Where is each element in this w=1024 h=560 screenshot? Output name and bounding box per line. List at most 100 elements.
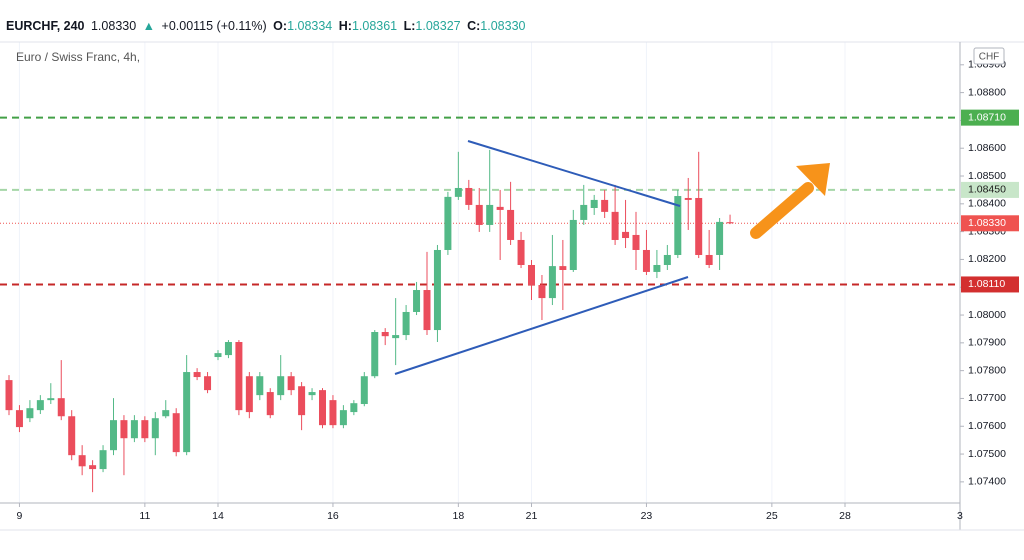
x-tick-label: 16 — [327, 510, 339, 522]
candle-body — [151, 418, 159, 439]
candle-body — [277, 376, 285, 396]
candle-body — [622, 231, 630, 239]
candle-body — [224, 342, 232, 356]
price-label: 1.08710 — [968, 111, 1006, 123]
candle-body — [674, 196, 682, 255]
candle-body — [360, 376, 368, 405]
candle-body — [350, 403, 358, 413]
candle-body — [26, 408, 34, 419]
x-tick-label: 21 — [526, 510, 538, 522]
candle-body — [548, 266, 556, 299]
candle-body — [580, 204, 588, 220]
x-tick-label: 23 — [641, 510, 653, 522]
y-tick-label: 1.08400 — [968, 198, 1006, 210]
candle-body — [454, 187, 462, 197]
candle-body — [89, 465, 97, 470]
plot — [0, 116, 960, 493]
candle-body — [371, 332, 379, 377]
candle-body — [235, 342, 243, 411]
candle-body — [653, 264, 661, 272]
open-label: O: — [273, 19, 288, 33]
candle-body — [339, 410, 347, 426]
candle-body — [266, 392, 274, 416]
y-tick-label: 1.08200 — [968, 253, 1006, 265]
low-label: L: — [403, 19, 416, 33]
candle-body — [141, 420, 149, 439]
price-label: 1.08450 — [968, 184, 1006, 196]
candle-body — [5, 380, 13, 411]
candle-body — [245, 376, 253, 413]
grid — [18, 42, 961, 503]
candle-body — [642, 249, 650, 272]
candle-body — [475, 204, 483, 225]
candle-body — [569, 219, 577, 270]
candle-body — [15, 410, 23, 428]
candle-body — [319, 390, 326, 426]
candle-body — [47, 398, 55, 401]
candle-body — [381, 332, 389, 337]
price-label: 1.08330 — [968, 217, 1006, 229]
candle-body — [726, 222, 734, 224]
candle-body — [611, 211, 619, 240]
subtitle: Euro / Swiss Franc, 4h, — [16, 50, 140, 64]
x-tick-label: 25 — [766, 510, 778, 522]
price-label-box — [961, 181, 1019, 198]
candle-body — [162, 410, 170, 417]
currency: CHF — [979, 52, 1000, 63]
candle-body — [68, 416, 76, 456]
candle-body — [716, 221, 724, 255]
candle-body — [590, 199, 598, 208]
symbol: EURCHF, 240 — [6, 19, 85, 33]
candle-body — [538, 285, 546, 299]
y-tick-label: 1.08000 — [968, 309, 1006, 321]
close-label: C: — [467, 19, 481, 33]
price-label-box — [961, 276, 1019, 293]
candle-body — [632, 234, 640, 250]
candle-body — [120, 420, 128, 439]
candle-body — [99, 450, 107, 470]
candle-body — [465, 187, 473, 205]
candle-body — [57, 398, 65, 417]
candle-body — [78, 455, 86, 467]
candle-body — [684, 197, 692, 200]
change: +0.00115 (+0.11%) — [161, 19, 267, 33]
close-value: 1.08330 — [480, 19, 526, 33]
y-tick-label: 1.07700 — [968, 392, 1006, 404]
candle-body — [298, 386, 306, 416]
candle-body — [496, 206, 504, 210]
trend-line-upper — [467, 140, 681, 207]
candle-body — [486, 204, 494, 225]
candle-body — [705, 254, 713, 265]
candle-body — [392, 335, 400, 339]
candle-body — [130, 420, 138, 439]
candle-body — [528, 264, 535, 286]
y-tick-label: 1.08600 — [968, 142, 1006, 154]
candle-body — [256, 376, 264, 396]
candle-body — [423, 290, 431, 331]
trend-line-lower — [394, 276, 689, 375]
candle-body — [444, 196, 452, 250]
candle-body — [183, 372, 191, 453]
candle-body — [110, 420, 117, 451]
low-value: 1.08327 — [415, 19, 461, 33]
x-tick-label: 14 — [212, 510, 224, 522]
x-tick-label: 9 — [17, 510, 23, 522]
candle-body — [287, 376, 295, 391]
high-label: H: — [338, 19, 352, 33]
candle-body — [172, 413, 180, 453]
candle-body — [413, 290, 421, 312]
y-tick-label: 1.08500 — [968, 170, 1006, 182]
candle-body — [308, 392, 316, 396]
y-tick-label: 1.07800 — [968, 364, 1006, 376]
candle-body — [507, 209, 515, 240]
change-arrow: ▲ — [142, 19, 156, 33]
candle-body — [193, 372, 201, 378]
x-tick-label: 18 — [453, 510, 465, 522]
high-value: 1.08361 — [351, 19, 398, 33]
x-tick-label: 11 — [139, 510, 150, 522]
price-label-box — [961, 215, 1019, 232]
y-tick-label: 1.07600 — [968, 420, 1006, 432]
open-value: 1.08334 — [287, 19, 333, 33]
